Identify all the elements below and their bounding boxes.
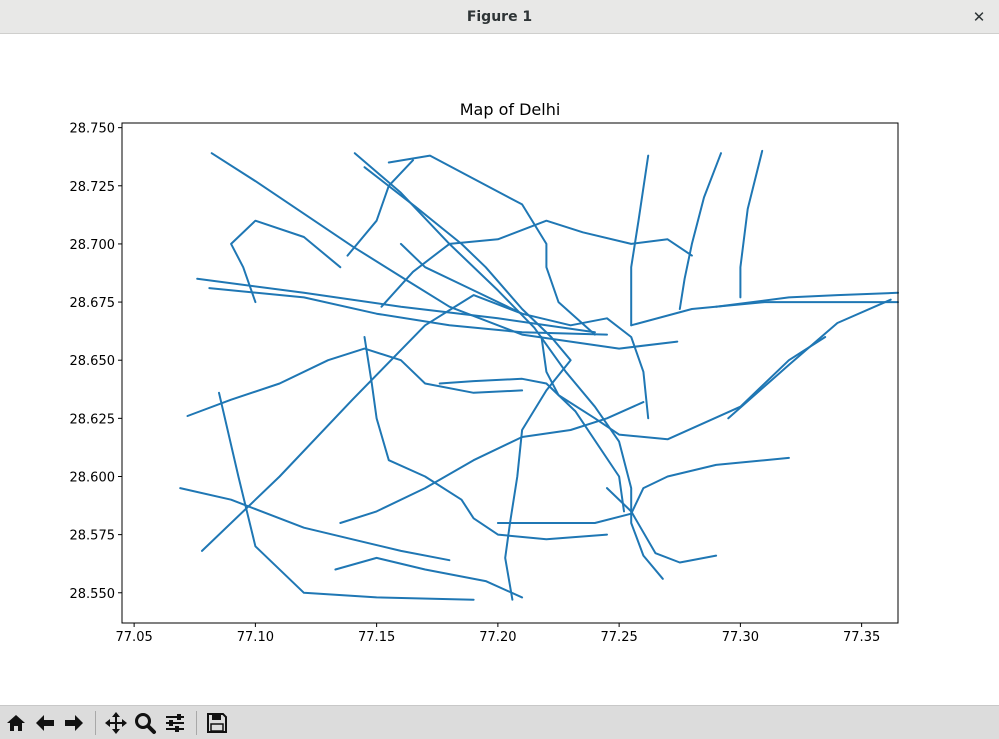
road-line [346, 159, 414, 257]
road-line [230, 219, 342, 304]
navigation-toolbar [0, 705, 999, 739]
road-line [715, 291, 899, 308]
road-line [630, 154, 650, 327]
axes-frame [121, 122, 899, 624]
move-icon [105, 712, 127, 734]
road-line [606, 487, 718, 564]
x-tick-label: 77.10 [237, 630, 274, 645]
road-line [540, 336, 827, 441]
home-icon [7, 715, 25, 731]
y-tick-label: 28.700 [70, 238, 116, 253]
road-line [334, 556, 524, 599]
figure-canvas[interactable]: Map of Delhi 77.05 77.10 77.15 77.20 77.25 77… [0, 34, 999, 705]
road-line [339, 401, 645, 524]
configure-subplots-button[interactable] [161, 709, 189, 737]
arrow-left-icon [36, 715, 54, 731]
x-tick-label: 77.15 [358, 630, 395, 645]
x-tick-label: 77.25 [601, 630, 638, 645]
road-line [438, 377, 625, 513]
floppy-disk-icon [207, 713, 227, 733]
road-line [210, 152, 679, 350]
pan-button[interactable] [102, 709, 130, 737]
close-icon[interactable]: ✕ [972, 8, 986, 26]
road-line [179, 487, 451, 562]
back-button[interactable] [31, 709, 59, 737]
road-line [678, 152, 722, 310]
y-tick-label: 28.575 [70, 529, 116, 544]
magnifier-icon [135, 713, 156, 734]
toolbar-separator [196, 711, 197, 735]
x-axis-ticks: 77.05 77.10 77.15 77.20 77.25 77.30 77.35 [116, 623, 880, 645]
y-axis-ticks: 28.550 28.575 28.600 28.625 28.650 28.675 28.7… [70, 122, 122, 602]
road-line [387, 154, 596, 336]
road-line [186, 347, 524, 417]
road-line [630, 301, 899, 327]
y-tick-label: 28.600 [70, 470, 116, 485]
road-line [380, 219, 693, 308]
y-tick-label: 28.625 [70, 412, 116, 427]
x-tick-label: 77.35 [843, 630, 880, 645]
y-tick-label: 28.750 [70, 122, 116, 137]
road-line [208, 287, 608, 336]
road-line [739, 149, 764, 299]
road-line [496, 456, 790, 524]
y-tick-label: 28.725 [70, 180, 116, 195]
window-titlebar: Figure 1 ✕ [0, 0, 999, 34]
window-title: Figure 1 [466, 9, 533, 25]
y-tick-label: 28.675 [70, 296, 116, 311]
road-line [363, 336, 608, 541]
y-tick-label: 28.650 [70, 354, 116, 369]
home-button[interactable] [2, 709, 30, 737]
y-tick-label: 28.550 [70, 587, 116, 602]
x-tick-label: 77.05 [116, 630, 153, 645]
road-line [727, 298, 892, 420]
road-line [196, 277, 596, 334]
road-line [353, 152, 664, 580]
sliders-icon [166, 714, 184, 732]
x-tick-label: 77.20 [479, 630, 516, 645]
road-lines [179, 149, 899, 601]
plot-svg: Map of Delhi 77.05 77.10 77.15 77.20 77.25 77… [70, 100, 899, 645]
forward-button[interactable] [60, 709, 88, 737]
chart-title: Map of Delhi [460, 100, 561, 119]
zoom-button[interactable] [131, 709, 159, 737]
road-line [218, 391, 475, 601]
arrow-right-icon [65, 715, 83, 731]
toolbar-separator [95, 711, 96, 735]
x-tick-label: 77.30 [722, 630, 759, 645]
road-line [399, 242, 650, 420]
road-line [201, 294, 524, 552]
save-button[interactable] [203, 709, 231, 737]
